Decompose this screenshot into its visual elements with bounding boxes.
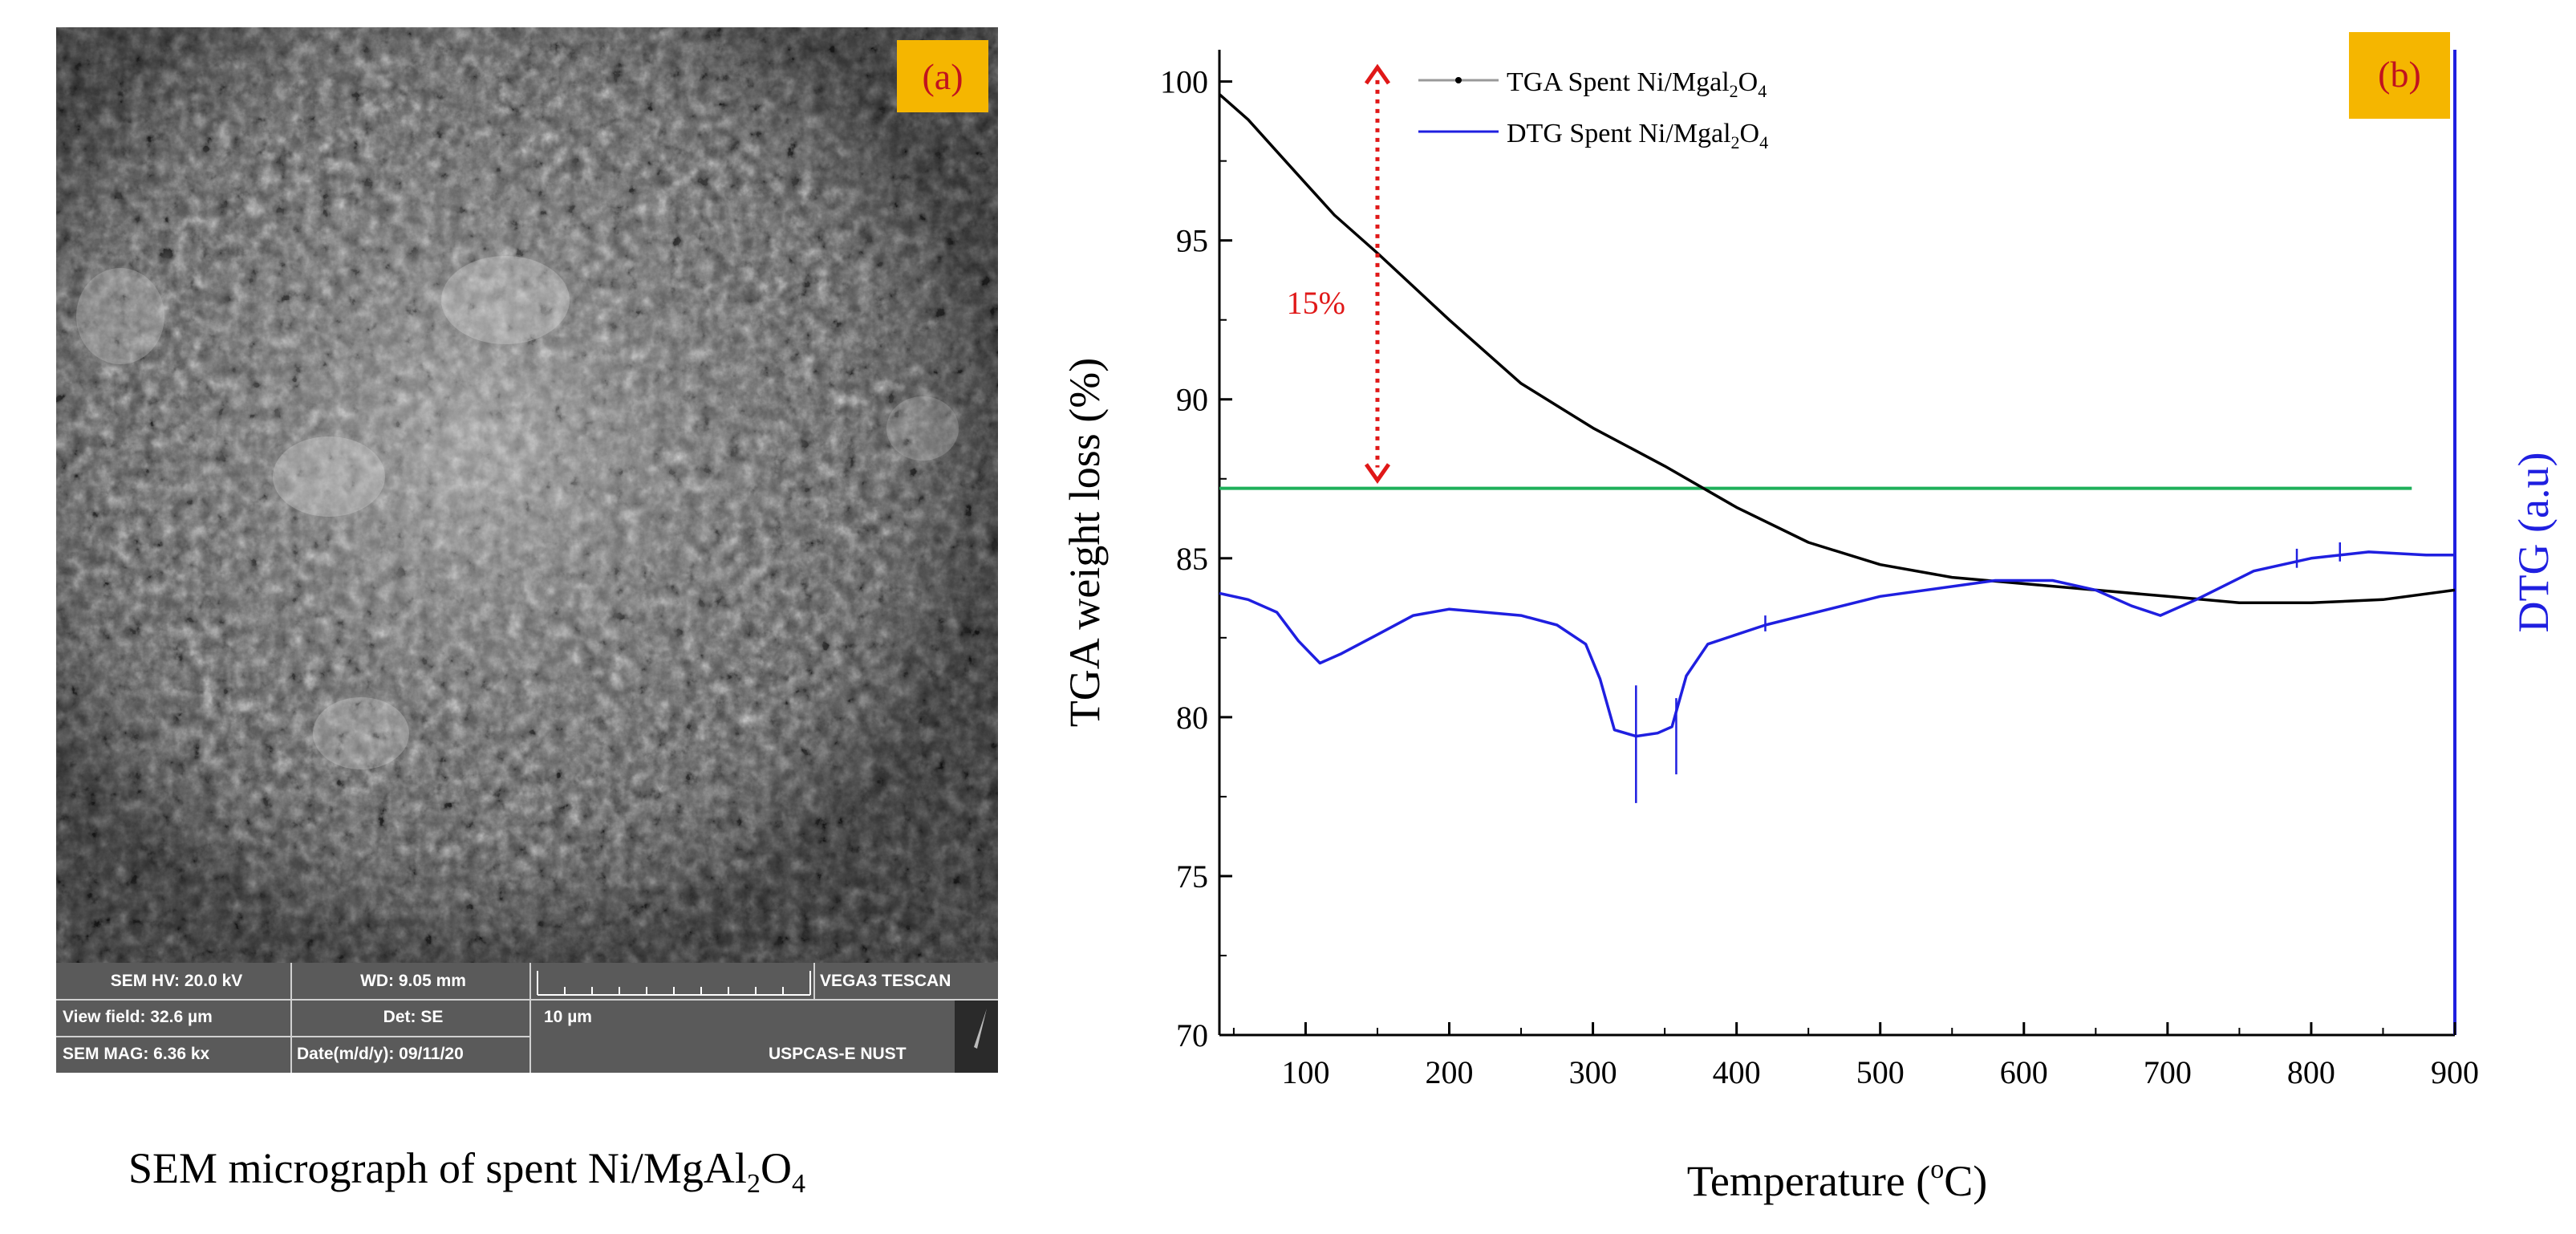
sem-caption-text: SEM micrograph of spent Ni/MgAl: [128, 1144, 747, 1192]
y-tick-label: 75: [1176, 859, 1208, 895]
panel-b-label: (b): [2378, 54, 2421, 95]
sem-info-bar: SEM HV: 20.0 kV WD: 9.05 mm VEGA3 TESCAN…: [56, 963, 998, 1073]
tga-series-line: [1218, 93, 2456, 605]
y-tick-label: 80: [1176, 700, 1208, 736]
sem-logo: [955, 1001, 998, 1073]
annotation-layer: 15%: [1287, 63, 1391, 485]
x-axis-label: Temperature (oC): [1687, 1155, 1988, 1205]
sem-detector: Det: SE: [383, 1008, 444, 1026]
sem-view-field: View field: 32.6 µm: [63, 1008, 213, 1026]
sem-caption: SEM micrograph of spent Ni/MgAl2O4: [128, 1143, 805, 1199]
x-tick-label: 800: [2287, 1054, 2335, 1090]
y-tick-label: 85: [1176, 541, 1208, 577]
sem-brand: VEGA3 TESCAN: [820, 971, 951, 990]
annotation-arrow-head-top: [1364, 63, 1391, 85]
sem-hv: SEM HV: 20.0 kV: [110, 971, 243, 990]
sem-date: Date(m/d/y): 09/11/20: [297, 1045, 464, 1063]
sem-magnification: SEM MAG: 6.36 kx: [63, 1045, 210, 1063]
sem-scale-label: 10 µm: [544, 1008, 592, 1026]
legend-dtg-label: DTG Spent Ni/Mgal2O4: [1507, 119, 1768, 152]
sem-caption-sub2: 4: [791, 1168, 805, 1199]
sem-caption-mid: O: [760, 1144, 792, 1192]
scale-bar: [537, 971, 811, 996]
sem-organization: USPCAS-E NUST: [769, 1045, 907, 1063]
annotation-arrow-head-bottom: [1364, 463, 1391, 485]
legend: TGA Spent Ni/Mgal2O4 DTG Spent Ni/Mgal2O…: [1418, 67, 1768, 152]
x-tick-label: 900: [2431, 1054, 2479, 1090]
plot-frame: [1218, 50, 2456, 1037]
panel-a-label: (a): [897, 40, 988, 112]
y-tick-label: 90: [1176, 382, 1208, 418]
y-tick-label: 70: [1176, 1017, 1208, 1053]
x-tick-label: 300: [1569, 1054, 1617, 1090]
sem-caption-sub1: 2: [746, 1168, 761, 1199]
series-layer: [1218, 93, 2456, 803]
sem-texture: [56, 27, 998, 963]
y-tick-label: 100: [1160, 64, 1208, 100]
y-axis-label: TGA weight loss (%): [1061, 358, 1109, 727]
legend-tga-marker: [1455, 77, 1462, 83]
sem-panel: (a) SEM HV: 20.0 kV WD: 9.05 mm VEGA3 TE…: [56, 27, 998, 1073]
x-tick-label: 600: [2000, 1054, 2048, 1090]
ticks-layer: 100 200 300 400 500 600 700 800 900 70 75 80 85 90 95 1…: [1160, 64, 2479, 1090]
dtg-series-line: [1219, 550, 2455, 738]
panel-b-label-box: [2349, 32, 2450, 119]
annotation-label: 15%: [1287, 285, 1345, 321]
sem-micrograph-image: (a): [56, 27, 998, 963]
sem-wd: WD: 9.05 mm: [360, 971, 466, 990]
legend-tga-label: TGA Spent Ni/Mgal2O4: [1507, 67, 1767, 101]
tga-dtg-chart: 100 200 300 400 500 600 700 800 900 70 75 80 85 90 95 1…: [1061, 32, 2558, 1205]
y-tick-label: 95: [1176, 223, 1208, 259]
x-tick-label: 500: [1856, 1054, 1905, 1090]
x-tick-label: 700: [2144, 1054, 2192, 1090]
y2-axis-label: DTG (a.u): [2509, 453, 2558, 633]
x-tick-label: 200: [1426, 1054, 1474, 1090]
x-tick-label: 400: [1713, 1054, 1761, 1090]
x-tick-label: 100: [1281, 1054, 1329, 1090]
